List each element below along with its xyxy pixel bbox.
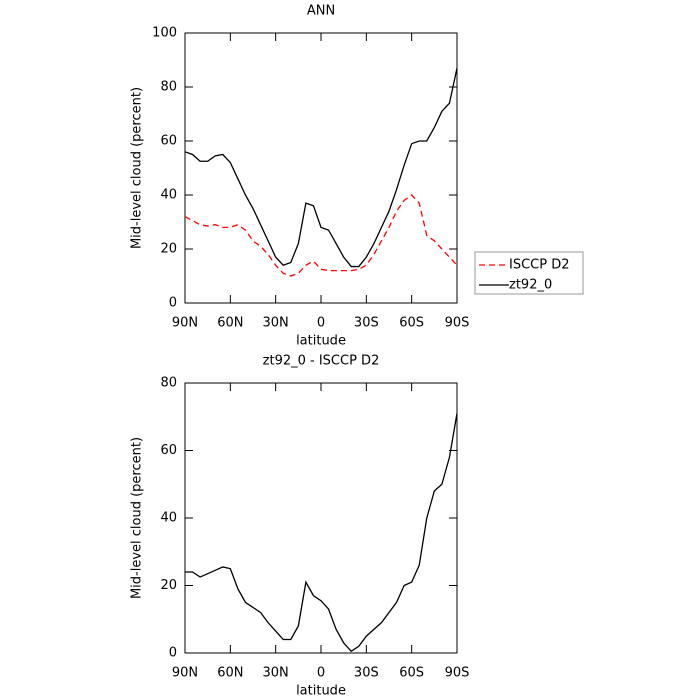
y-tick-label: 20 <box>160 242 177 257</box>
y-tick-label: 0 <box>169 646 177 661</box>
y-tick-label: 80 <box>160 80 177 95</box>
x-tick-label: 90N <box>172 316 198 331</box>
plot-frame <box>184 32 458 304</box>
legend-label: zt92_0 <box>509 278 552 293</box>
x-tick-label: 60S <box>399 316 424 331</box>
y-tick-label: 60 <box>160 134 177 149</box>
plot-frame <box>184 382 458 654</box>
x-tick-label: 60N <box>217 666 243 681</box>
y-tick-label: 100 <box>152 26 177 41</box>
chart-title: zt92_0 - ISCCP D2 <box>263 354 380 369</box>
x-tick-label: 30S <box>354 666 379 681</box>
x-axis-label: latitude <box>296 334 346 349</box>
y-tick-label: 80 <box>160 376 177 391</box>
x-tick-label: 90S <box>445 316 470 331</box>
y-axis-label: Mid-level cloud (percent) <box>130 437 145 599</box>
y-tick-label: 60 <box>160 443 177 458</box>
y-tick-label: 40 <box>160 511 177 526</box>
y-axis-label: Mid-level cloud (percent) <box>130 87 145 249</box>
x-tick-label: 60N <box>217 316 243 331</box>
x-axis-label: latitude <box>296 684 346 699</box>
x-tick-label: 0 <box>317 666 325 681</box>
chart-title: ANN <box>307 4 335 19</box>
x-tick-label: 30N <box>263 316 289 331</box>
y-tick-label: 40 <box>160 188 177 203</box>
y-tick-label: 20 <box>160 578 177 593</box>
data-line <box>184 194 458 277</box>
x-tick-label: 60S <box>399 666 424 681</box>
x-tick-label: 90S <box>445 666 470 681</box>
x-tick-label: 90N <box>172 666 198 681</box>
y-tick-label: 0 <box>169 296 177 311</box>
legend-label: ISCCP D2 <box>509 258 570 273</box>
data-line <box>184 67 458 268</box>
legend-box <box>474 251 584 295</box>
x-tick-label: 30S <box>354 316 379 331</box>
data-line <box>185 413 458 653</box>
x-tick-label: 30N <box>263 666 289 681</box>
x-tick-label: 0 <box>317 316 325 331</box>
